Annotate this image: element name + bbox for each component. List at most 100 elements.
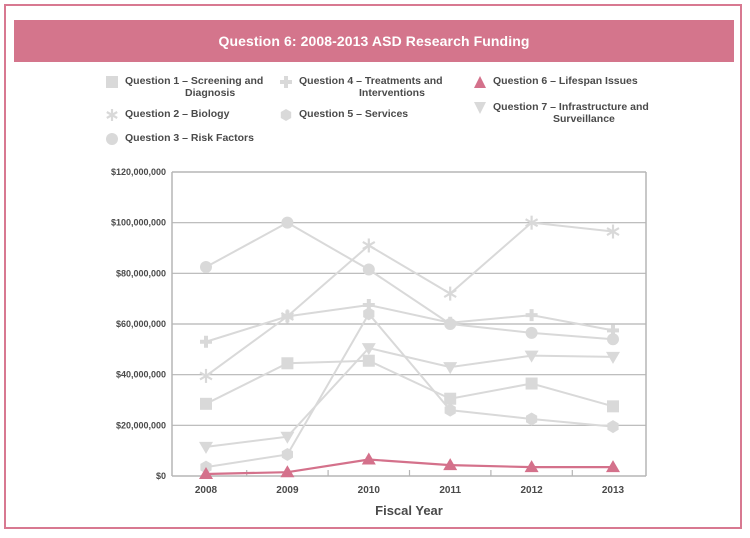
plus-marker bbox=[607, 324, 619, 337]
triangle-up-marker bbox=[524, 460, 539, 473]
circle-marker bbox=[362, 263, 375, 276]
legend-item-q1: Question 1 – Screening and Diagnosis bbox=[105, 75, 275, 101]
triangle-down-marker bbox=[524, 350, 539, 363]
asterisk-marker bbox=[362, 238, 376, 253]
plus-marker-icon bbox=[280, 76, 292, 88]
asterisk-marker bbox=[606, 224, 620, 239]
asterisk-marker bbox=[443, 286, 457, 301]
series-group bbox=[199, 215, 620, 479]
triangle-down-marker bbox=[606, 351, 620, 364]
triangle-up-marker bbox=[199, 466, 213, 479]
plus-marker bbox=[525, 309, 538, 322]
series-line bbox=[205, 458, 613, 476]
hexagon-marker-icon bbox=[280, 109, 292, 121]
legend-label-line1: Question 6 – Lifespan Issues bbox=[493, 75, 638, 87]
x-tick-label: 2008 bbox=[195, 485, 218, 496]
triangle-down-marker bbox=[199, 441, 213, 454]
square-marker bbox=[200, 397, 212, 410]
legend-item-q4: Question 4 – Treatments and Interventions bbox=[279, 75, 459, 101]
triangle-down-marker bbox=[280, 431, 295, 444]
y-tick-label: $0 bbox=[156, 471, 166, 481]
square-marker bbox=[444, 392, 457, 405]
chart-title: Question 6: 2008-2013 ASD Research Fundi… bbox=[14, 20, 734, 62]
triangle-up-marker bbox=[443, 458, 458, 471]
legend-label-line1: Question 4 – Treatments and bbox=[299, 75, 443, 87]
triangle-down-marker bbox=[443, 362, 458, 375]
y-tick-label: $120,000,000 bbox=[111, 167, 166, 177]
y-axis-ticks: $0 $20,000,000 $40,000,000 $60,000,000 $80,0… bbox=[111, 167, 166, 481]
series-line bbox=[205, 359, 614, 408]
square-marker bbox=[281, 357, 294, 370]
circle-marker bbox=[607, 333, 619, 346]
hexagon-marker bbox=[607, 420, 619, 434]
x-tick-label: 2013 bbox=[602, 485, 625, 496]
square-marker-icon bbox=[106, 76, 118, 88]
series-3 bbox=[200, 216, 619, 346]
hexagon-marker bbox=[526, 412, 538, 426]
triangle-up-marker bbox=[361, 452, 376, 465]
y-tick-label: $40,000,000 bbox=[116, 370, 166, 380]
y-tick-label: $80,000,000 bbox=[116, 268, 166, 278]
series-line bbox=[205, 312, 614, 469]
circle-marker-icon bbox=[106, 133, 118, 145]
triangle-up-marker-icon bbox=[474, 76, 486, 88]
y-tick-label: $20,000,000 bbox=[116, 420, 166, 430]
triangle-up-marker bbox=[606, 460, 620, 473]
asterisk-marker bbox=[525, 215, 539, 230]
series-line bbox=[205, 346, 614, 448]
legend-label-line2: Diagnosis bbox=[185, 87, 236, 99]
hexagon-marker bbox=[281, 447, 293, 461]
square-marker bbox=[362, 354, 375, 367]
legend-label-line1: Question 2 – Biology bbox=[125, 108, 230, 120]
series-line bbox=[205, 221, 614, 341]
legend-label-line1: Question 1 – Screening and bbox=[125, 75, 264, 87]
series-5 bbox=[200, 307, 619, 474]
legend-item-q6: Question 6 – Lifespan Issues bbox=[473, 75, 653, 89]
legend-label-line1: Question 5 – Services bbox=[299, 108, 409, 120]
y-tick-label: $60,000,000 bbox=[116, 319, 166, 329]
triangle-down-marker bbox=[361, 343, 376, 356]
series-4 bbox=[200, 299, 619, 348]
plus-marker bbox=[200, 335, 212, 348]
asterisk-stroke bbox=[606, 227, 620, 236]
plus-marker bbox=[444, 316, 457, 329]
triangle-down-marker-icon bbox=[474, 102, 486, 114]
legend-label-line2: Interventions bbox=[359, 87, 425, 99]
x-axis-label: Fiscal Year bbox=[375, 503, 443, 518]
asterisk-marker bbox=[199, 368, 213, 383]
x-tick-label: 2011 bbox=[439, 485, 461, 496]
legend-label-line1: Question 3 – Risk Factors bbox=[125, 132, 254, 144]
legend-label-line1: Question 7 – Infrastructure and bbox=[493, 101, 649, 113]
legend-item-q5: Question 5 – Services bbox=[279, 108, 459, 122]
asterisk-stroke bbox=[199, 371, 213, 381]
asterisk-stroke bbox=[443, 289, 457, 299]
x-tick-label: 2009 bbox=[276, 485, 299, 496]
asterisk-stroke bbox=[362, 241, 376, 250]
square-marker bbox=[607, 400, 619, 413]
series-7 bbox=[199, 343, 620, 454]
series-line bbox=[205, 303, 614, 343]
x-tick-label: 2010 bbox=[358, 485, 381, 496]
series-1 bbox=[200, 354, 619, 413]
hexagon-marker bbox=[444, 403, 456, 417]
series-6 bbox=[199, 452, 620, 479]
plus-marker bbox=[281, 310, 294, 323]
legend-item-q7: Question 7 – Infrastructure and Surveilla… bbox=[473, 101, 673, 127]
hexagon-marker bbox=[363, 307, 375, 321]
x-axis-ticks: 2008 2009 2010 2011 2012 2013 bbox=[195, 470, 625, 496]
series-line bbox=[205, 221, 614, 377]
legend-item-q3: Question 3 – Risk Factors bbox=[105, 132, 275, 146]
circle-marker bbox=[200, 261, 212, 273]
asterisk-stroke bbox=[525, 218, 539, 228]
gridlines bbox=[172, 222, 646, 426]
legend-item-q2: Question 2 – Biology bbox=[105, 108, 275, 122]
triangle-up-marker bbox=[280, 465, 295, 478]
square-marker bbox=[525, 377, 538, 390]
legend: Question 1 – Screening and Diagnosis Ques… bbox=[0, 0, 750, 160]
circle-marker bbox=[281, 216, 294, 229]
y-tick-label: $100,000,000 bbox=[111, 218, 166, 228]
circle-marker bbox=[525, 326, 538, 339]
plus-marker bbox=[362, 299, 375, 311]
asterisk-marker-icon bbox=[106, 109, 118, 121]
